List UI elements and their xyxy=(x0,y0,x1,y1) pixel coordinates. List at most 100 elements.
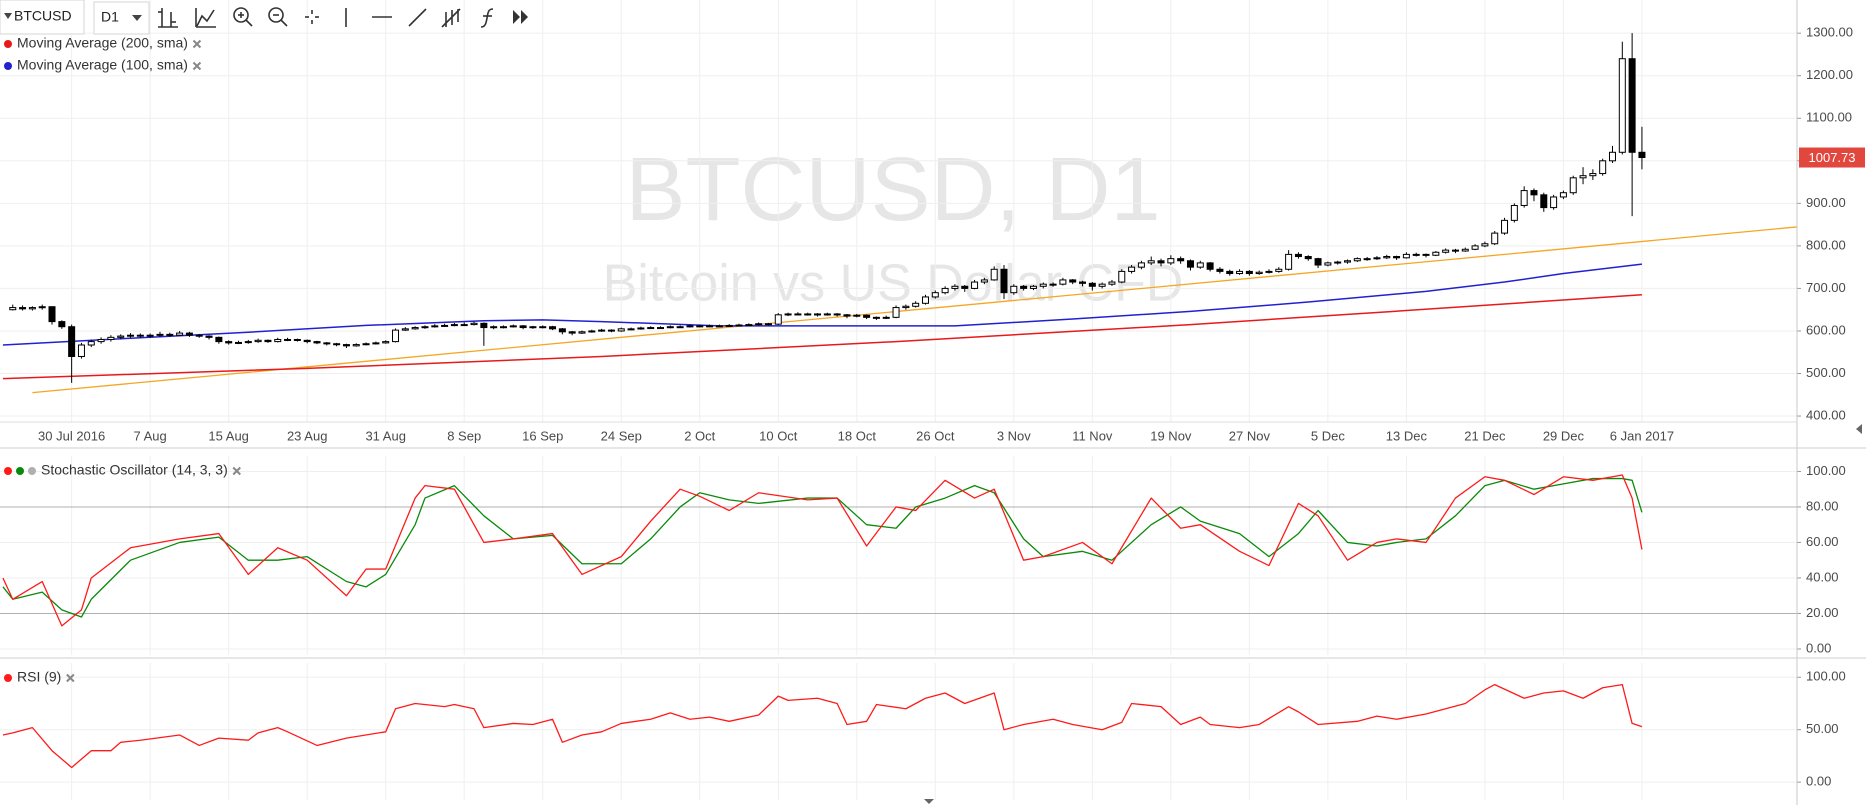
legend-marker xyxy=(4,62,12,70)
candle-body xyxy=(1628,58,1636,153)
candle-body xyxy=(1393,256,1401,259)
candle-body xyxy=(48,306,56,323)
candle-body xyxy=(244,341,252,344)
candle-body xyxy=(745,324,753,327)
candle-body xyxy=(774,314,782,325)
tool-indicators[interactable] xyxy=(195,8,216,28)
candle-body xyxy=(1481,243,1489,247)
tool-bars[interactable] xyxy=(158,8,178,28)
symbol-box[interactable] xyxy=(0,0,85,35)
resize-handle[interactable] xyxy=(924,799,934,804)
y-tick-label: 20.00 xyxy=(1806,605,1839,620)
remove-button[interactable] xyxy=(232,466,241,476)
remove-button[interactable] xyxy=(192,61,202,71)
candle-body xyxy=(882,316,890,319)
candle-body xyxy=(529,326,537,329)
candle-body xyxy=(607,329,615,332)
candle-body xyxy=(1422,253,1430,256)
x-tick-label: 10 Oct xyxy=(759,428,798,443)
x-tick-label: 5 Dec xyxy=(1311,428,1345,443)
candle-body xyxy=(1510,204,1518,221)
candle-body xyxy=(450,324,458,327)
candle-body xyxy=(1461,248,1469,252)
candle-body xyxy=(1049,283,1057,286)
candle-body xyxy=(1196,262,1204,268)
candle-body xyxy=(1285,253,1293,270)
candle-body xyxy=(725,324,733,327)
tool-function[interactable] xyxy=(480,8,494,28)
candle-body xyxy=(1451,249,1459,252)
remove-button[interactable] xyxy=(192,39,202,49)
y-tick-label: 400.00 xyxy=(1806,407,1846,422)
tool-zoom-in[interactable] xyxy=(233,7,253,27)
x-tick-label: 26 Oct xyxy=(916,428,955,443)
candle-body xyxy=(931,292,939,298)
candle-body xyxy=(176,332,184,336)
candle-body xyxy=(156,333,164,336)
trend-line xyxy=(32,226,1797,394)
y-tick-label: 80.00 xyxy=(1806,498,1839,513)
candle-body xyxy=(1177,258,1185,262)
candle-body xyxy=(921,296,929,304)
candle-body xyxy=(1088,282,1096,287)
candle-body xyxy=(480,322,488,329)
candle-body xyxy=(902,305,910,309)
indicator-line xyxy=(2,474,1643,627)
candle-body xyxy=(234,341,242,344)
candle-body xyxy=(1569,177,1577,194)
candle-body xyxy=(1402,253,1410,259)
candle-body xyxy=(38,306,46,309)
candle-body xyxy=(215,336,223,343)
x-tick-label: 15 Aug xyxy=(208,428,249,443)
indicator-title: RSI (9) xyxy=(17,669,61,685)
candle-body xyxy=(1128,266,1136,272)
candle-body xyxy=(990,268,998,281)
candle-body xyxy=(1098,283,1106,287)
x-tick-label: 29 Dec xyxy=(1543,428,1585,443)
remove-icon xyxy=(192,39,202,49)
candle-body xyxy=(1353,258,1361,262)
candle-body xyxy=(342,344,350,347)
legend-marker xyxy=(16,467,24,475)
candle-body xyxy=(1363,258,1371,261)
x-tick-label: 3 Nov xyxy=(997,428,1031,443)
timeframe-box[interactable] xyxy=(93,1,150,35)
remove-icon xyxy=(232,466,241,476)
candle-body xyxy=(195,334,203,337)
remove-icon xyxy=(192,61,202,71)
candle-body xyxy=(1471,245,1479,250)
candle-body xyxy=(1020,285,1028,289)
candle-body xyxy=(1255,271,1263,275)
plot-area xyxy=(2,33,1797,769)
candle-body xyxy=(323,342,331,345)
candle-body xyxy=(912,302,920,307)
tool-trend-line[interactable] xyxy=(408,8,427,27)
candle-body xyxy=(588,330,596,333)
candle-body xyxy=(764,323,772,326)
y-tick-label: 600.00 xyxy=(1806,322,1846,337)
legend-label: Moving Average (200, sma) xyxy=(17,35,188,51)
tool-zoom-out[interactable] xyxy=(268,7,288,27)
candle-body xyxy=(961,285,969,289)
candle-body xyxy=(509,325,517,328)
remove-button[interactable] xyxy=(66,673,75,683)
tool-fibonacci[interactable] xyxy=(441,8,461,28)
candle-body xyxy=(1618,58,1626,153)
candle-body xyxy=(352,344,360,347)
scroll-arrow[interactable] xyxy=(1856,424,1862,434)
candle-body xyxy=(1304,256,1312,260)
candle-body xyxy=(401,328,409,331)
tool-crosshair[interactable] xyxy=(305,10,319,24)
candle-body xyxy=(980,279,988,283)
legend-marker xyxy=(4,674,12,682)
candle-body xyxy=(225,341,233,344)
tool-more[interactable] xyxy=(513,10,528,24)
candle-body xyxy=(951,285,959,289)
candle-body xyxy=(843,314,851,317)
y-tick-label: 60.00 xyxy=(1806,534,1839,549)
candle-body xyxy=(293,338,301,341)
candle-body xyxy=(1491,232,1499,245)
candle-body xyxy=(264,339,272,343)
candle-body xyxy=(136,334,144,337)
x-tick-label: 23 Aug xyxy=(287,428,328,443)
